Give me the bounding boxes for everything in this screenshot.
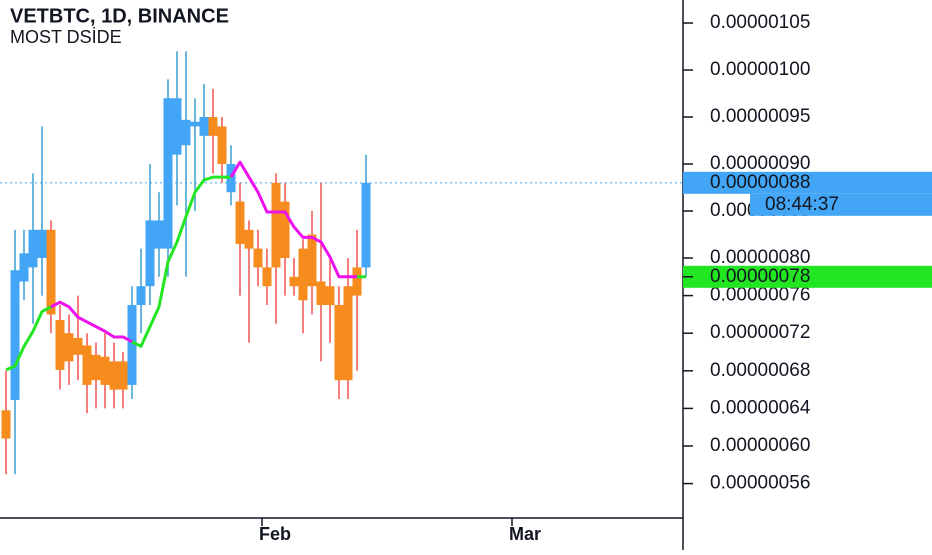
candle-body <box>190 121 200 127</box>
candle-body <box>235 201 245 244</box>
x-tick-label: Mar <box>509 524 541 544</box>
candle-body <box>199 117 209 136</box>
candle-body <box>172 98 182 155</box>
candle-body <box>289 276 299 287</box>
candle-body <box>262 267 272 287</box>
most-line <box>50 160 357 343</box>
indicator-name: MOST DSİDE <box>10 27 122 47</box>
y-tick-label: 0.00000064 <box>710 397 811 418</box>
candle-body <box>280 201 290 259</box>
candle-body <box>91 354 101 381</box>
candle-body <box>298 248 308 301</box>
countdown-label: 08:44:37 <box>765 194 839 215</box>
candle-body <box>271 182 281 268</box>
candle-body <box>307 234 317 287</box>
candle-body <box>100 356 110 385</box>
candle-body <box>10 270 20 400</box>
candle-body <box>217 126 227 165</box>
candle-body <box>127 305 137 385</box>
candle-body <box>253 248 263 268</box>
current-price-label: 0.00000088 <box>710 172 810 193</box>
y-tick-label: 0.00000105 <box>710 12 810 33</box>
y-tick-label: 0.00000056 <box>710 473 810 494</box>
candle-body <box>334 305 344 381</box>
y-tick-label: 0.00000100 <box>710 59 810 80</box>
candle-body <box>361 182 371 268</box>
candle-body <box>19 253 29 282</box>
candle-body <box>46 229 56 315</box>
y-tick-label: 0.00000090 <box>710 153 810 174</box>
y-tick-label: 0.00000095 <box>710 106 810 127</box>
candle-body <box>352 267 362 296</box>
y-tick-label: 0.00000080 <box>710 247 810 268</box>
y-tick-label: 0.00000060 <box>710 435 810 456</box>
candle-body <box>208 117 218 136</box>
y-tick-label: 0.00000068 <box>710 360 810 381</box>
candle-body <box>1 410 11 439</box>
x-tick-label: Feb <box>259 524 291 544</box>
candle-body <box>118 361 128 390</box>
candle-body <box>73 337 83 355</box>
most-price-label: 0.00000078 <box>710 266 810 287</box>
candle-body <box>181 119 191 146</box>
candle-body <box>163 98 173 249</box>
candle-body <box>145 220 155 287</box>
candle-body <box>82 345 92 385</box>
candle-body <box>325 286 335 306</box>
current-price-box <box>683 171 932 194</box>
y-tick-label: 0.00000076 <box>710 285 810 306</box>
candle-body <box>28 229 38 268</box>
candle-body <box>55 320 65 370</box>
candle-body <box>244 229 254 249</box>
candle-body <box>109 361 119 390</box>
candle-body <box>64 333 74 362</box>
most-price-box <box>683 265 932 288</box>
most-line <box>5 175 366 372</box>
candle-body <box>154 220 164 249</box>
candle-body <box>37 229 47 259</box>
countdown-box <box>750 193 932 216</box>
candle-body <box>316 281 326 306</box>
candle-body <box>343 286 353 381</box>
candle-body <box>136 286 146 306</box>
chart-title: VETBTC, 1D, BINANCE <box>10 5 229 27</box>
y-tick-label: 0.00000072 <box>710 322 810 343</box>
